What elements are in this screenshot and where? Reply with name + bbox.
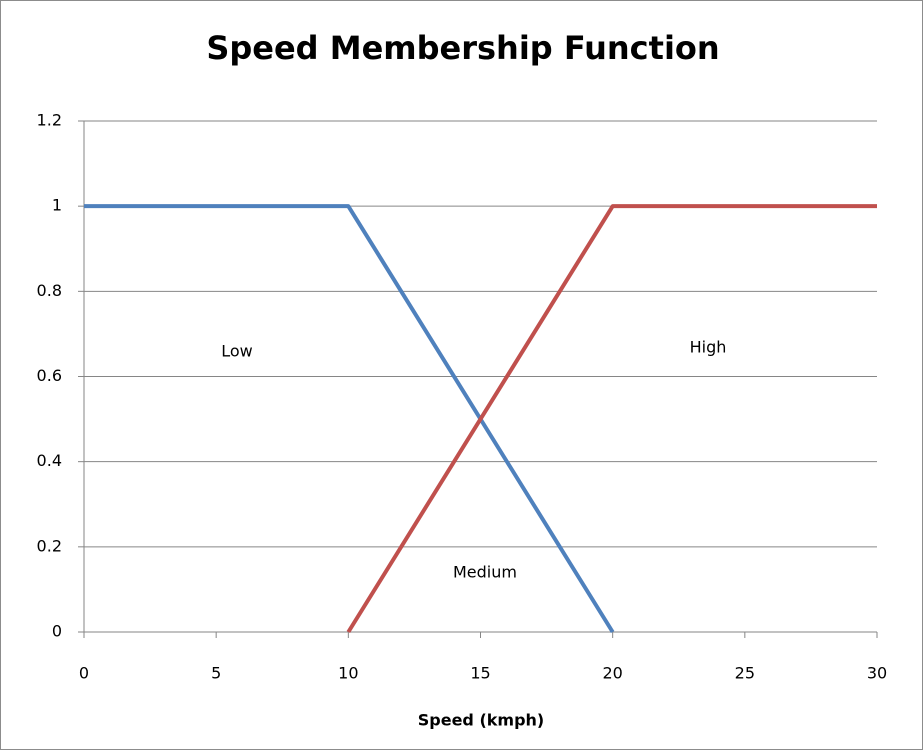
y-tick-label: 0.6: [37, 366, 62, 385]
x-tick-label: 25: [735, 664, 755, 683]
y-tick-label: 1: [52, 196, 62, 215]
y-tick-label: 0.4: [37, 451, 62, 470]
x-tick-label: 20: [602, 664, 622, 683]
y-tick-label: 1.2: [37, 111, 62, 130]
x-tick-label: 5: [211, 664, 221, 683]
x-tick-label: 0: [79, 664, 89, 683]
line-series: [84, 204, 615, 634]
x-tick-label: 10: [338, 664, 358, 683]
x-axis-label: Speed (kmph): [418, 711, 544, 730]
chart-title: Speed Membership Function: [206, 29, 719, 67]
y-tick-label: 0.2: [37, 536, 62, 555]
x-tick-label: 15: [470, 664, 490, 683]
annotation: Low: [221, 342, 253, 361]
line-series: [346, 204, 877, 634]
annotation: High: [690, 338, 727, 357]
x-tick-label: 30: [867, 664, 887, 683]
y-tick-label: 0: [52, 622, 62, 641]
annotation: Medium: [453, 563, 517, 582]
y-tick-label: 0.8: [37, 281, 62, 300]
